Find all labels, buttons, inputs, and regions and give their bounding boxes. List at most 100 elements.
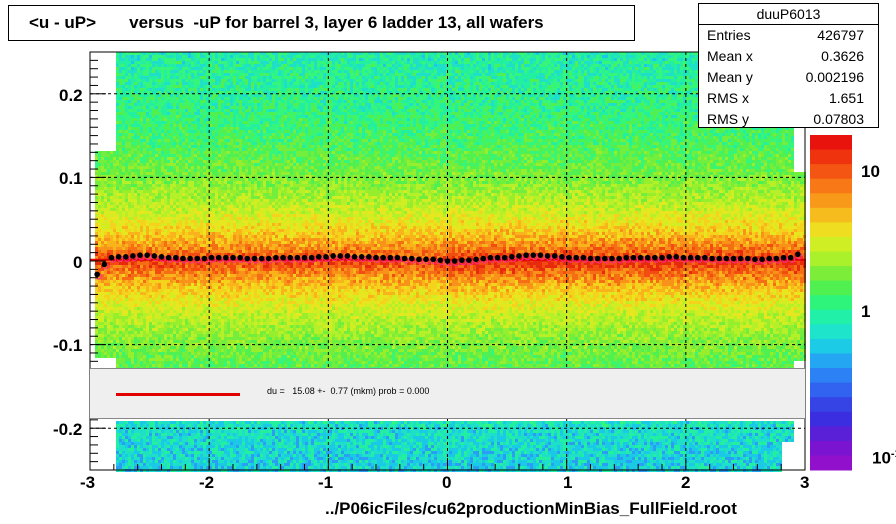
heatmap-cell [146, 421, 149, 424]
heatmap-cell [137, 193, 140, 196]
heatmap-cell [158, 169, 161, 172]
heatmap-cell [140, 103, 143, 106]
heatmap-cell [155, 430, 158, 433]
heatmap-cell [140, 439, 143, 442]
heatmap-cell [149, 73, 152, 76]
heatmap-cell [125, 118, 128, 121]
heatmap-cell [128, 463, 131, 466]
heatmap-cell [137, 127, 140, 130]
heatmap-cell [176, 340, 179, 343]
heatmap-cell [164, 277, 167, 280]
heatmap-cell [122, 238, 125, 241]
heatmap-cell [173, 127, 176, 130]
heatmap-cell [149, 238, 152, 241]
heatmap-cell [95, 172, 98, 175]
heatmap-cell [149, 181, 152, 184]
heatmap-cell [149, 433, 152, 436]
heatmap-cell [155, 424, 158, 427]
heatmap-cell [164, 190, 167, 193]
heatmap-cell [176, 265, 179, 268]
heatmap-cell [173, 328, 176, 331]
heatmap-cell [137, 289, 140, 292]
heatmap-cell [158, 421, 161, 424]
heatmap-cell [134, 169, 137, 172]
heatmap-cell [152, 271, 155, 274]
heatmap-cell [140, 196, 143, 199]
heatmap-cell [155, 334, 158, 337]
heatmap-cell [119, 454, 122, 457]
heatmap-cell [146, 160, 149, 163]
heatmap-cell [125, 82, 128, 85]
heatmap-cell [155, 337, 158, 340]
heatmap-cell [101, 178, 104, 181]
heatmap-cell [149, 340, 152, 343]
heatmap-cell [122, 454, 125, 457]
heatmap-cell [152, 223, 155, 226]
heatmap-cell [170, 106, 173, 109]
heatmap-cell [98, 169, 101, 172]
heatmap-cell [167, 88, 170, 91]
heatmap-cell [104, 187, 107, 190]
heatmap-cell [134, 316, 137, 319]
heatmap-cell [173, 310, 176, 313]
heatmap-cell [161, 238, 164, 241]
heatmap-cell [161, 121, 164, 124]
heatmap-cell [131, 238, 134, 241]
heatmap-cell [140, 190, 143, 193]
heatmap-cell [122, 151, 125, 154]
heatmap-cell [161, 454, 164, 457]
heatmap-cell [167, 217, 170, 220]
heatmap-cell [122, 460, 125, 463]
heatmap-cell [146, 460, 149, 463]
heatmap-cell [161, 199, 164, 202]
heatmap-cell [107, 271, 110, 274]
heatmap-cell [101, 205, 104, 208]
heatmap-cell [134, 193, 137, 196]
heatmap-cell [149, 166, 152, 169]
heatmap-cell [170, 430, 173, 433]
heatmap-cell [167, 436, 170, 439]
heatmap-cell [149, 457, 152, 460]
heatmap-cell [95, 211, 98, 214]
heatmap-cell [161, 316, 164, 319]
heatmap-cell [146, 316, 149, 319]
heatmap-cell [131, 88, 134, 91]
heatmap-cell [152, 442, 155, 445]
heatmap-cell [128, 457, 131, 460]
heatmap-cell [116, 352, 119, 355]
heatmap-cell [155, 169, 158, 172]
heatmap-cell [143, 100, 146, 103]
heatmap-cell [158, 124, 161, 127]
heatmap-cell [170, 88, 173, 91]
heatmap-cell [140, 448, 143, 451]
heatmap-cell [116, 439, 119, 442]
heatmap-cell [155, 109, 158, 112]
heatmap-cell [149, 85, 152, 88]
heatmap-cell [167, 463, 170, 466]
heatmap-cell [152, 55, 155, 58]
heatmap-cell [134, 244, 137, 247]
heatmap-cell [143, 82, 146, 85]
heatmap-cell [179, 124, 182, 127]
heatmap-cell [134, 445, 137, 448]
heatmap-cell [155, 139, 158, 142]
heatmap-cell [146, 334, 149, 337]
heatmap-cell [125, 121, 128, 124]
heatmap-cell [131, 202, 134, 205]
heatmap-cell [152, 76, 155, 79]
heatmap-cell [98, 262, 101, 265]
heatmap-cell [125, 292, 128, 295]
heatmap-cell [134, 223, 137, 226]
heatmap-cell [170, 121, 173, 124]
heatmap-cell [104, 190, 107, 193]
heatmap-cell [155, 439, 158, 442]
heatmap-cell [128, 238, 131, 241]
heatmap-cell [158, 103, 161, 106]
heatmap-cell [167, 466, 170, 469]
heatmap-cell [161, 325, 164, 328]
heatmap-cell [137, 145, 140, 148]
heatmap-cell [167, 61, 170, 64]
heatmap-cell [125, 148, 128, 151]
heatmap-cell [101, 181, 104, 184]
heatmap-cell [170, 319, 173, 322]
